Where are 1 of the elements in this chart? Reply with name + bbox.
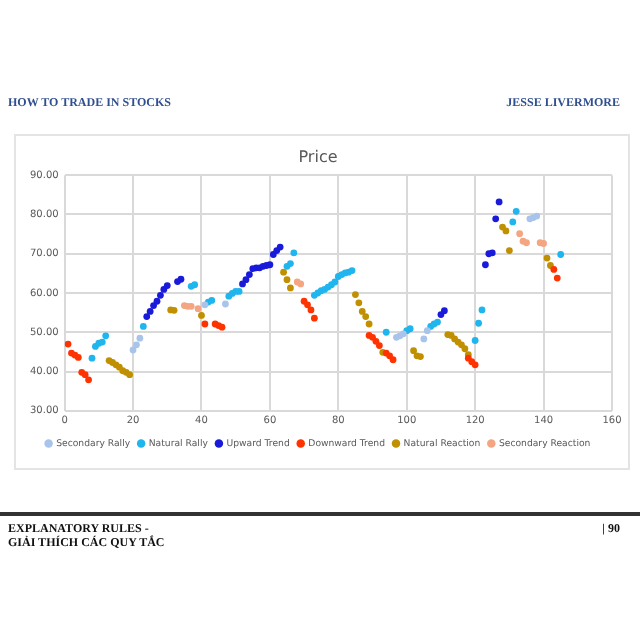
chart-title: Price xyxy=(298,147,338,166)
